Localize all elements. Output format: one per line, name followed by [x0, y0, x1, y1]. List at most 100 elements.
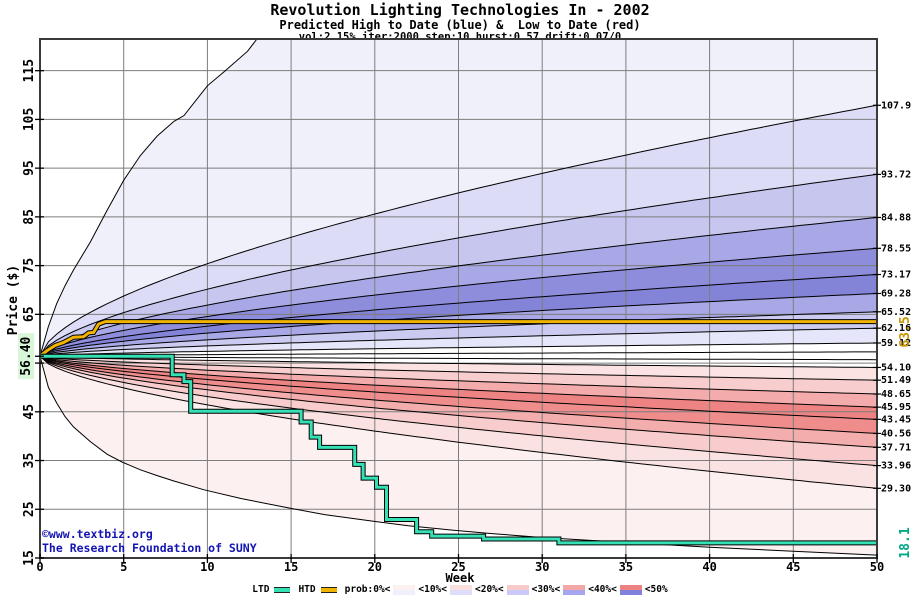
- high-boundary-line: [40, 173, 877, 357]
- swatch-high-half: [450, 584, 472, 590]
- high-probability-band: [40, 39, 877, 357]
- swatch-high-half: [506, 584, 529, 590]
- y-tick-label: 25: [22, 501, 37, 517]
- low-boundary-line: [40, 355, 877, 434]
- probability-swatch-5: [619, 584, 642, 595]
- low-probability-band: [40, 356, 877, 434]
- y-tick-label: 85: [22, 209, 37, 225]
- high-probability-band: [40, 217, 877, 357]
- legend: LTD HTD prob:0%< <10%< <20%< <30%< <40%< <50%: [0, 584, 920, 595]
- watermark-url: ©www.textbiz.org: [42, 527, 153, 541]
- high-boundary-line: [40, 104, 877, 357]
- chart-subtitle: Predicted High to Date (blue) & Low to D…: [279, 18, 641, 32]
- y-tick-label: 15: [22, 550, 37, 566]
- swatch-low-half: [506, 589, 529, 595]
- low-boundary-line: [40, 355, 877, 467]
- right-price-label: 69.28: [881, 288, 911, 299]
- right-price-label: 54.10: [881, 362, 911, 373]
- swatch-low-half: [619, 589, 642, 595]
- x-tick-label: 35: [619, 560, 633, 574]
- x-tick-label: 50: [870, 560, 884, 574]
- y-tick-label: 45: [22, 404, 37, 420]
- right-price-label: 62.16: [881, 323, 911, 334]
- legend-label-30: <30%<: [531, 584, 561, 595]
- right-price-label: 65.52: [881, 307, 911, 318]
- probability-swatch-3: [506, 584, 529, 595]
- right-price-label: 43.45: [881, 414, 911, 425]
- right-price-label: 48.65: [881, 389, 911, 400]
- right-price-label: 59.12: [881, 338, 911, 349]
- probability-swatch-4: [563, 584, 586, 595]
- swatch-high-half: [563, 584, 586, 590]
- x-tick-label: 15: [284, 560, 298, 574]
- right-price-label: 93.72: [881, 169, 911, 180]
- low-boundary-line: [40, 355, 877, 368]
- y-tick-label: 65: [22, 306, 37, 322]
- y-tick-label: 35: [22, 453, 37, 469]
- right-price-label: 51.49: [881, 375, 911, 386]
- swatch-high-half: [393, 584, 416, 590]
- swatch-low-half: [563, 589, 586, 595]
- high-boundary-line: [40, 293, 877, 357]
- series-layer: [40, 319, 877, 546]
- start-price-highlight: [18, 333, 35, 380]
- y-tick-label: 75: [22, 258, 37, 274]
- low-probability-band: [40, 356, 877, 466]
- low-boundary-line: [40, 355, 877, 361]
- legend-label-htd: HTD: [298, 584, 316, 595]
- probability-swatch-1: [393, 584, 416, 595]
- low-probability-band: [40, 356, 877, 420]
- htd-line: [40, 320, 877, 358]
- right-price-label: 29.30: [881, 483, 911, 494]
- right-price-label: 107.9: [881, 100, 911, 111]
- low-probability-band: [40, 356, 877, 448]
- high-boundary-line: [40, 311, 877, 357]
- start-price-group: 56.40: [18, 333, 35, 380]
- x-tick-label: 20: [368, 560, 382, 574]
- htd-final-value-label: 63.5: [898, 316, 913, 348]
- high-boundary-line: [40, 342, 877, 357]
- axis-layer: 1525354555657585951051150510152025303540…: [18, 38, 911, 574]
- high-boundary-line: [40, 39, 258, 357]
- legend-label-40: <40%<: [588, 584, 617, 595]
- right-price-label: 84.88: [881, 212, 911, 223]
- chart-title: Revolution Lighting Technologies In - 20…: [270, 1, 650, 19]
- y-tick-label: 95: [22, 160, 37, 176]
- x-tick-label: 5: [120, 560, 127, 574]
- low-boundary-line: [40, 355, 877, 448]
- right-price-label: 37.71: [881, 442, 911, 453]
- high-boundary-line: [40, 327, 877, 357]
- htd-line-swatch: [320, 586, 337, 593]
- x-tick-label: 25: [451, 560, 465, 574]
- low-boundary-line: [40, 355, 877, 489]
- y-tick-label: 115: [22, 59, 37, 82]
- start-price-label: 56.40: [19, 336, 34, 375]
- x-axis-title: Week: [445, 571, 475, 585]
- x-tick-label: 10: [200, 560, 214, 574]
- ltd-line-swatch: [274, 586, 291, 593]
- legend-label-20: <20%<: [475, 584, 504, 595]
- x-tick-label: 40: [702, 560, 716, 574]
- legend-label-10: <10%<: [418, 584, 447, 595]
- swatch-high-half: [619, 584, 642, 590]
- y-axis-title: Price ($): [6, 264, 21, 336]
- low-boundary-line: [40, 355, 877, 395]
- high-boundary-line: [40, 217, 877, 357]
- ltd-final-value-label: 18.1: [898, 527, 913, 559]
- watermark-org: The Research Foundation of SUNY: [42, 541, 257, 555]
- low-probability-band: [40, 356, 877, 489]
- swatch-low-half: [393, 589, 416, 595]
- legend-label-ltd: LTD: [252, 584, 270, 595]
- x-tick-label: 30: [535, 560, 549, 574]
- probability-swatch-2: [450, 584, 472, 595]
- legend-label-50: <50%: [644, 584, 668, 595]
- right-price-label: 40.56: [881, 428, 911, 439]
- right-price-label: 73.17: [881, 270, 911, 281]
- y-tick-label: 105: [22, 108, 37, 131]
- right-price-label: 45.95: [881, 402, 911, 413]
- low-boundary-line: [40, 355, 877, 381]
- high-boundary-line: [40, 351, 877, 357]
- x-tick-label: 45: [786, 560, 800, 574]
